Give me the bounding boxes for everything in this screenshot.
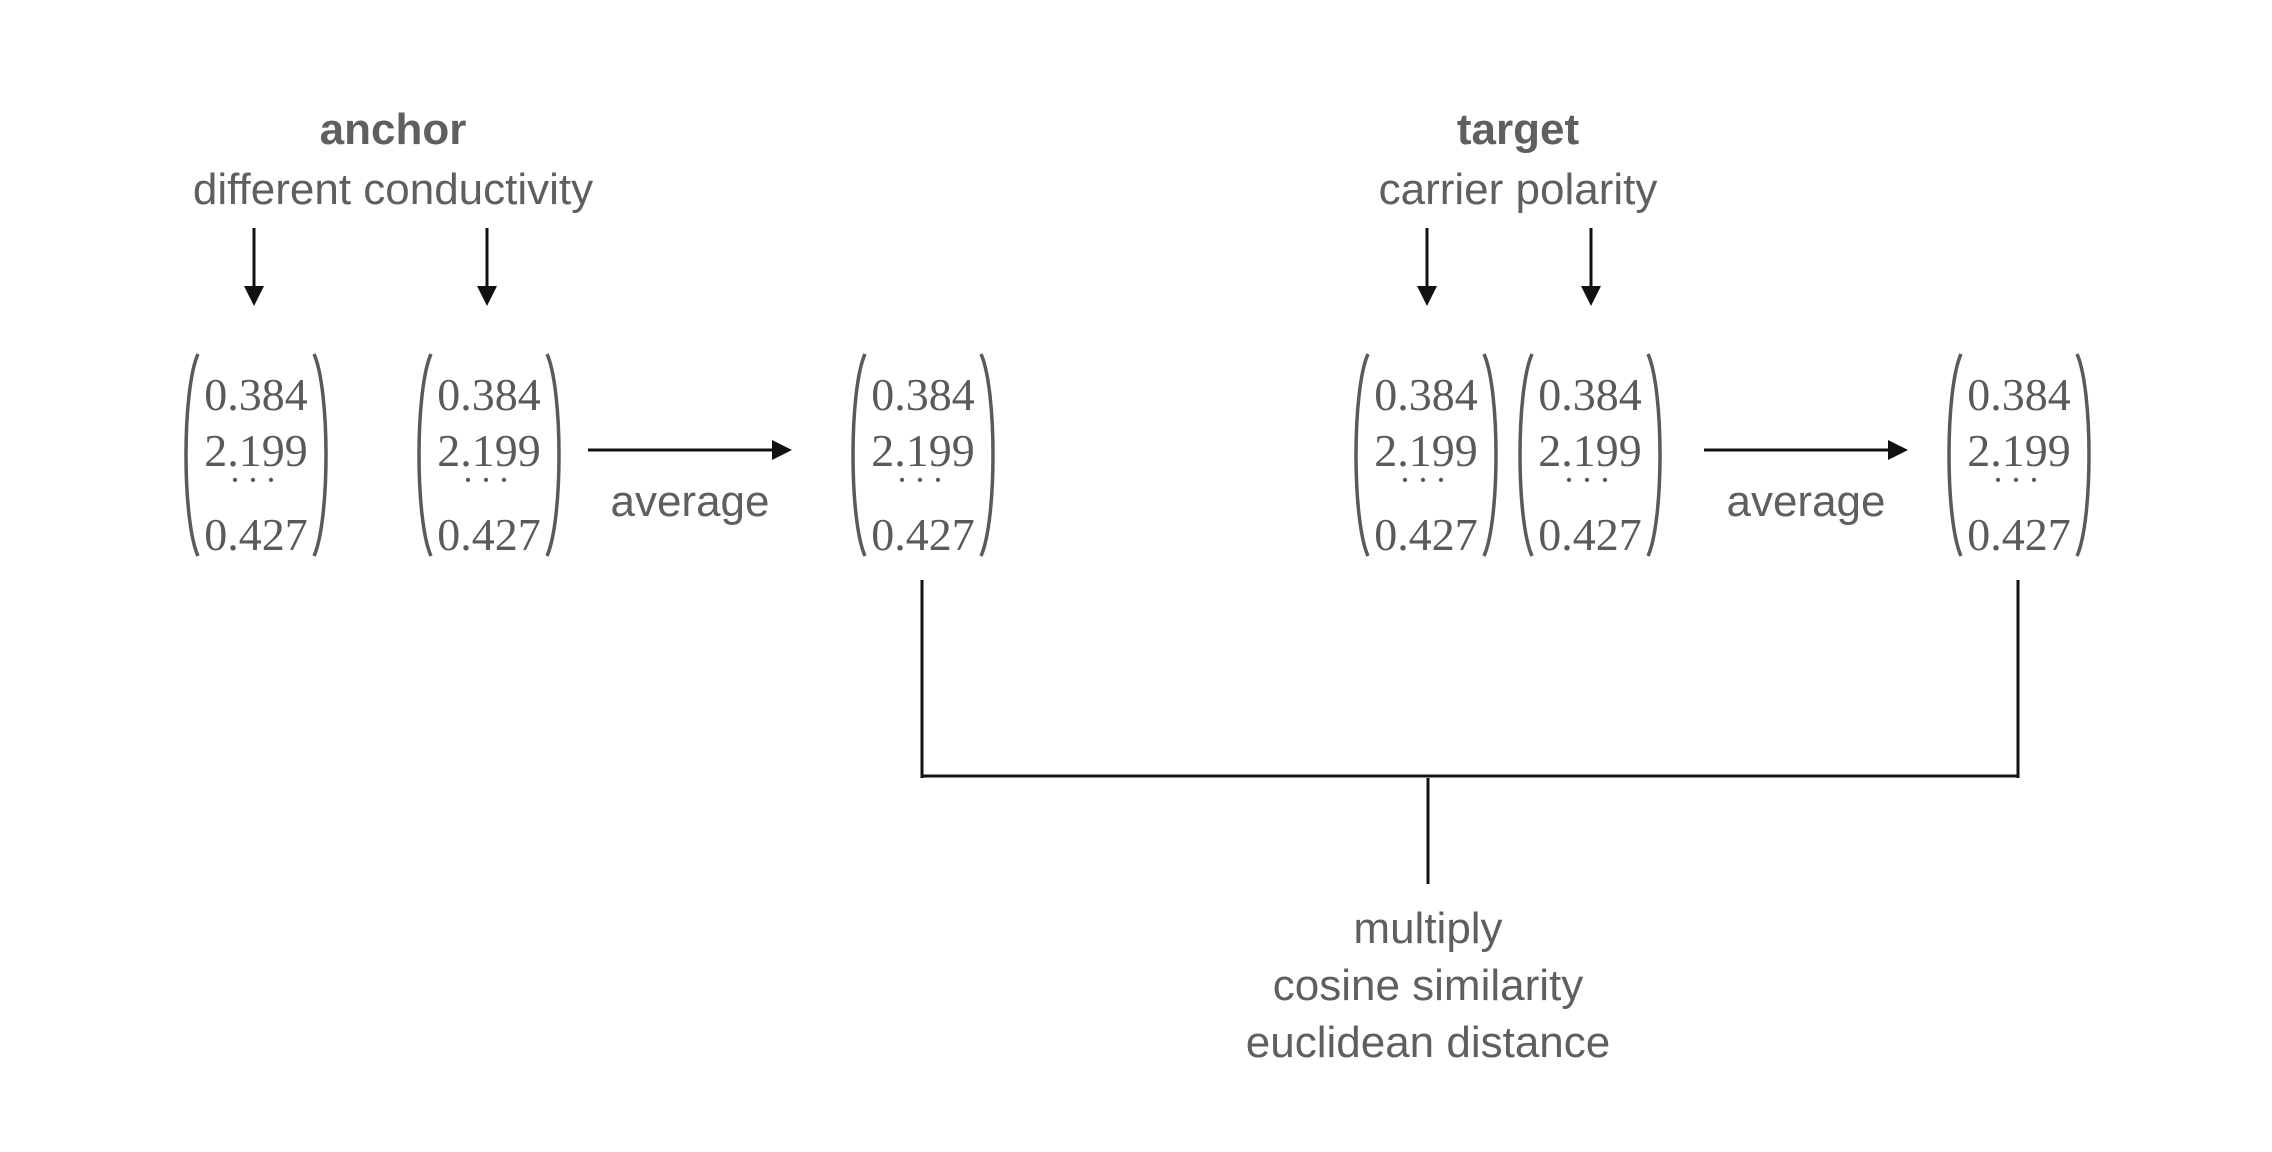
- target-words: carrier polarity: [1379, 168, 1658, 212]
- anchor-average-vector: 0.3842.199 ···0.427: [843, 350, 1003, 560]
- method-cosine-similarity: cosine similarity: [1246, 957, 1610, 1014]
- anchor-word2-vector: 0.3842.199 ···0.427: [409, 350, 569, 560]
- anchor-words: different conductivity: [193, 168, 593, 212]
- anchor-title: anchor: [320, 108, 467, 152]
- method-multiply: multiply: [1246, 900, 1610, 957]
- target-word2-vector: 0.3842.199 ···0.427: [1510, 350, 1670, 560]
- comparison-methods: multiply cosine similarity euclidean dis…: [1246, 900, 1610, 1071]
- anchor-average-label: average: [610, 480, 769, 524]
- target-word1-vector: 0.3842.199 ···0.427: [1346, 350, 1506, 560]
- target-title: target: [1457, 108, 1579, 152]
- anchor-word1-vector: 0.3842.199 ···0.427: [176, 350, 336, 560]
- target-average-label: average: [1726, 480, 1885, 524]
- method-euclidean-distance: euclidean distance: [1246, 1014, 1610, 1071]
- target-average-vector: 0.3842.199 ···0.427: [1939, 350, 2099, 560]
